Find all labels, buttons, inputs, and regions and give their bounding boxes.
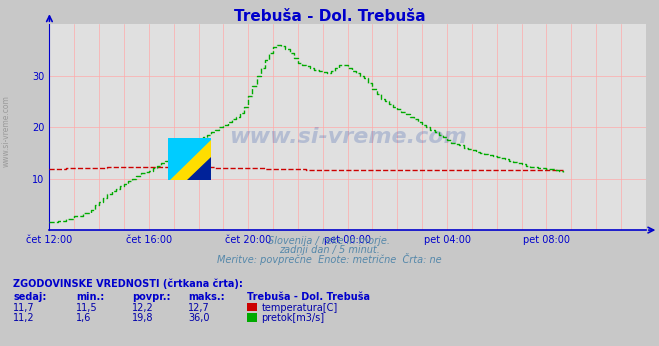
Text: maks.:: maks.: xyxy=(188,292,225,302)
Text: povpr.:: povpr.: xyxy=(132,292,170,302)
Text: temperatura[C]: temperatura[C] xyxy=(262,303,338,313)
Text: pretok[m3/s]: pretok[m3/s] xyxy=(262,313,325,323)
Text: 1,6: 1,6 xyxy=(76,313,91,323)
Text: 11,2: 11,2 xyxy=(13,313,35,323)
Polygon shape xyxy=(168,138,211,180)
Text: 19,8: 19,8 xyxy=(132,313,154,323)
Text: Trebuša - Dol. Trebuša: Trebuša - Dol. Trebuša xyxy=(247,292,370,302)
Text: zadnji dan / 5 minut.: zadnji dan / 5 minut. xyxy=(279,245,380,255)
Text: Trebuša - Dol. Trebuša: Trebuša - Dol. Trebuša xyxy=(234,9,425,24)
Text: www.si-vreme.com: www.si-vreme.com xyxy=(229,127,467,147)
Text: 12,2: 12,2 xyxy=(132,303,154,313)
Text: sedaj:: sedaj: xyxy=(13,292,47,302)
Text: Meritve: povprečne  Enote: metrične  Črta: ne: Meritve: povprečne Enote: metrične Črta:… xyxy=(217,253,442,265)
Polygon shape xyxy=(187,157,211,180)
Text: ZGODOVINSKE VREDNOSTI (črtkana črta):: ZGODOVINSKE VREDNOSTI (črtkana črta): xyxy=(13,279,243,289)
Text: 12,7: 12,7 xyxy=(188,303,210,313)
Text: Slovenija / reke in morje.: Slovenija / reke in morje. xyxy=(268,236,391,246)
Polygon shape xyxy=(168,138,211,180)
Text: 36,0: 36,0 xyxy=(188,313,210,323)
Text: min.:: min.: xyxy=(76,292,104,302)
Text: 11,7: 11,7 xyxy=(13,303,35,313)
Text: www.si-vreme.com: www.si-vreme.com xyxy=(2,95,11,167)
Text: 11,5: 11,5 xyxy=(76,303,98,313)
